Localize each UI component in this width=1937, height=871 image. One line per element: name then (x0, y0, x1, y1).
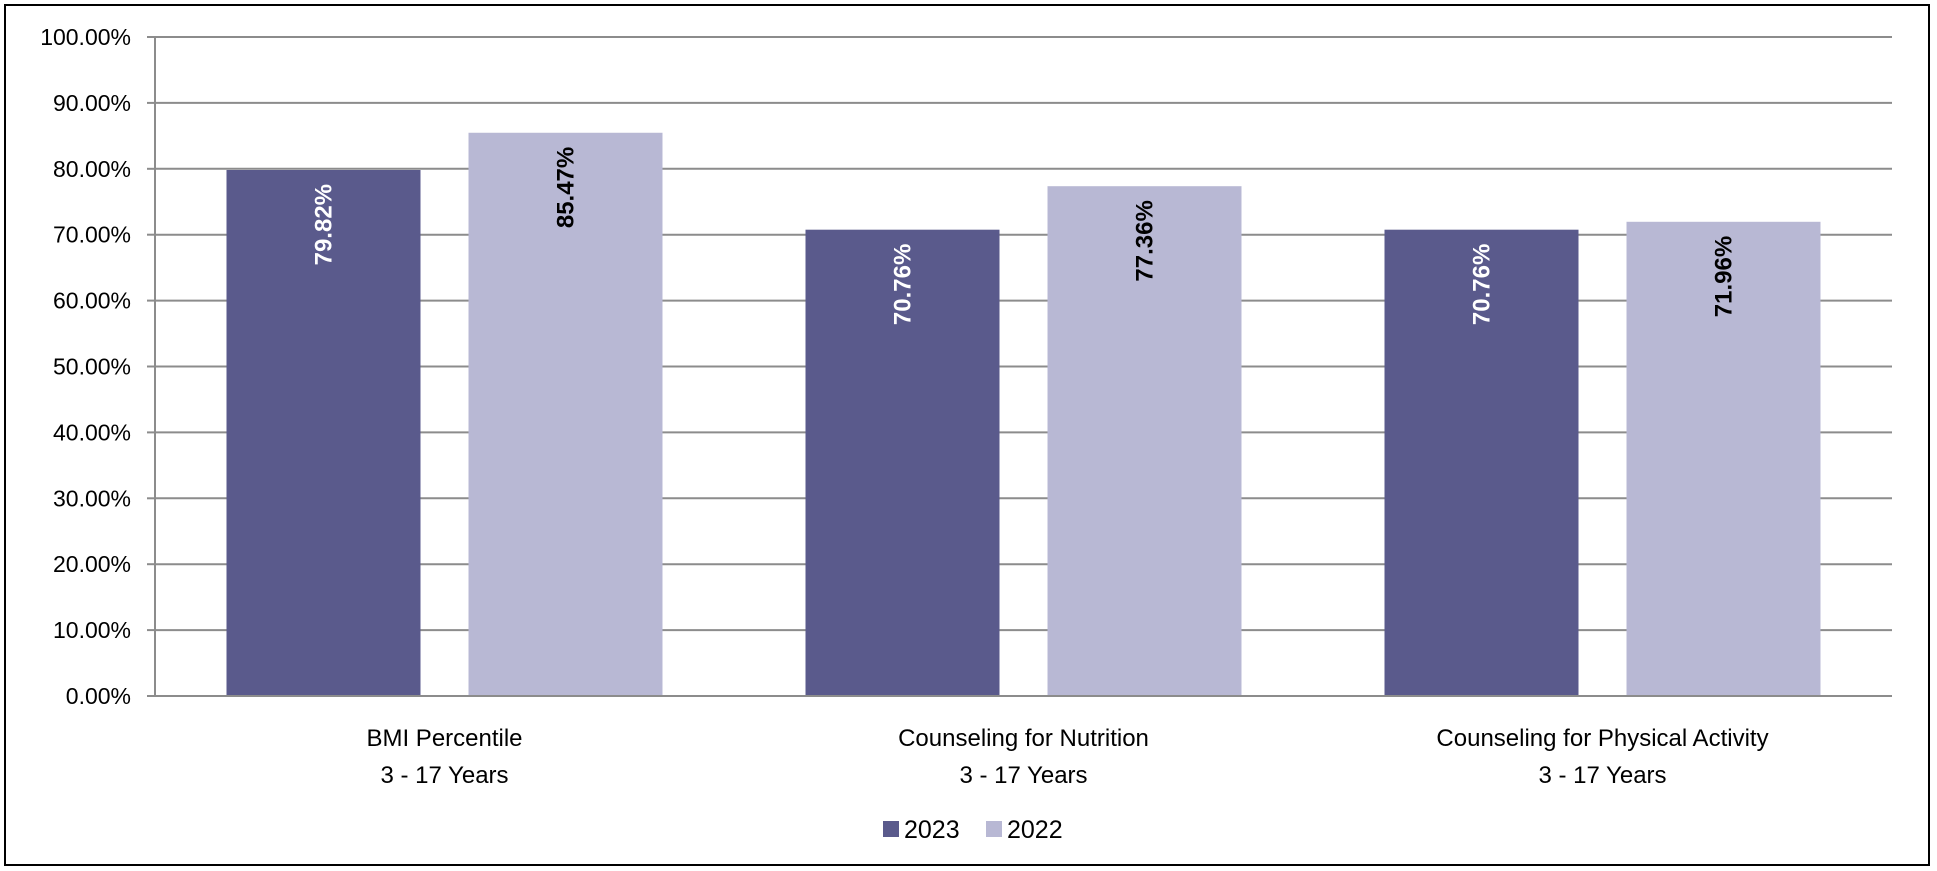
y-tick-label: 100.00% (40, 24, 131, 50)
y-tick-label: 50.00% (53, 354, 131, 380)
data-label: 79.82% (311, 184, 338, 265)
bar-2022 (1047, 186, 1242, 696)
y-tick-label: 20.00% (53, 551, 131, 577)
legend-swatch-2023 (883, 821, 899, 837)
x-category-label: BMI Percentile (366, 725, 522, 752)
y-tick-label: 90.00% (53, 90, 131, 116)
x-category-label: 3 - 17 Years (380, 762, 508, 789)
bar-2023 (1384, 229, 1579, 697)
legend: 2023 2022 (883, 816, 1063, 844)
y-tick-label: 0.00% (66, 683, 131, 709)
bar-chart: 0.00% 10.00% 20.00% 30.00% 40.00% 50.00% 60.00… (40, 24, 1892, 844)
data-label: 70.76% (1469, 244, 1496, 325)
data-label: 85.47% (553, 147, 580, 228)
y-tick-label: 40.00% (53, 419, 131, 445)
x-category-label: 3 - 17 Years (959, 762, 1087, 789)
data-label: 71.96% (1711, 236, 1738, 317)
data-label: 77.36% (1132, 200, 1159, 281)
bar-2022 (1626, 221, 1821, 696)
y-tick-label: 80.00% (53, 156, 131, 182)
data-label: 70.76% (890, 244, 917, 325)
data-labels: 79.82% 85.47% 70.76% 77.36% 70.76% 71.96% (311, 147, 1738, 325)
y-tick-label: 70.00% (53, 222, 131, 248)
gridlines (155, 36, 1892, 632)
bar-2022 (468, 132, 663, 697)
y-tick-label: 10.00% (53, 617, 131, 643)
legend-label: 2022 (1007, 816, 1063, 844)
axes: 0.00% 10.00% 20.00% 30.00% 40.00% 50.00% 60.00… (40, 24, 1892, 789)
bar-2023 (805, 229, 1000, 697)
y-tick-label: 60.00% (53, 288, 131, 314)
chart-frame: 0.00% 10.00% 20.00% 30.00% 40.00% 50.00% 60.00… (4, 4, 1930, 866)
x-category-label: 3 - 17 Years (1538, 762, 1666, 789)
legend-label: 2023 (904, 816, 960, 844)
bar-2023 (226, 169, 421, 696)
y-tick-label: 30.00% (53, 485, 131, 511)
x-category-label: Counseling for Nutrition (898, 725, 1149, 752)
bars (226, 132, 1821, 697)
x-category-label: Counseling for Physical Activity (1436, 725, 1768, 752)
legend-swatch-2022 (986, 821, 1002, 837)
